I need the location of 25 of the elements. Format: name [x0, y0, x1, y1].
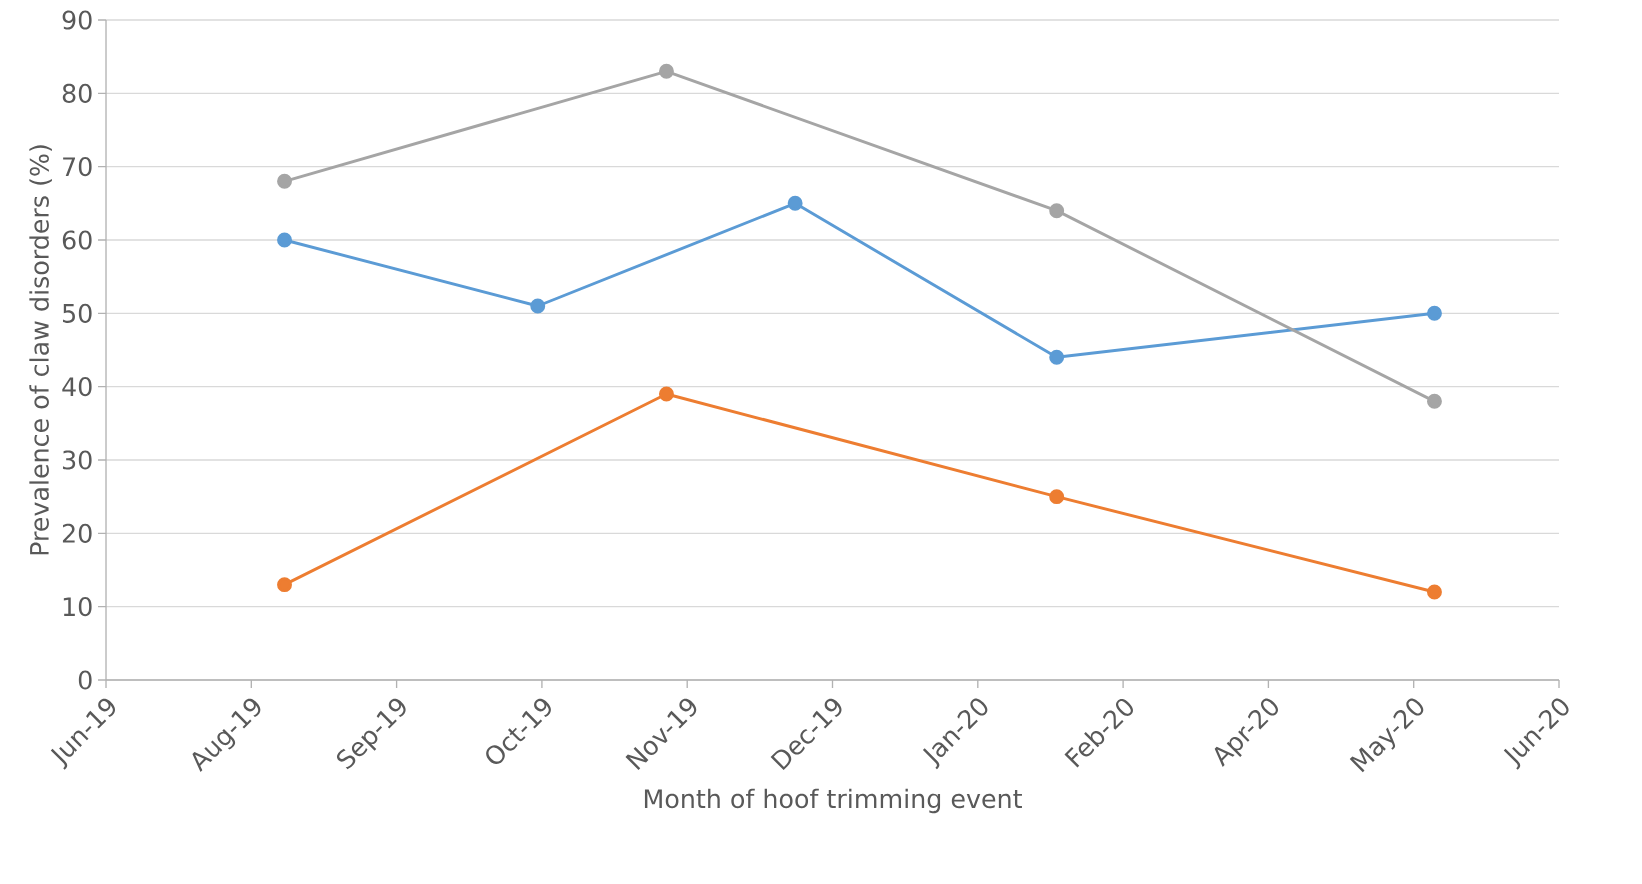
- y-tick-label: 90: [62, 10, 92, 30]
- y-tick-label: 50: [63, 303, 92, 323]
- y-tick-label: 70: [63, 157, 92, 177]
- point: [277, 232, 292, 248]
- point: [277, 577, 292, 593]
- y-axis-title: Prevalence of claw disorders (%): [29, 145, 52, 555]
- y-tick-label: 20: [62, 523, 92, 543]
- y-tick-label: 60: [62, 230, 92, 250]
- point: [1049, 203, 1065, 219]
- point: [530, 298, 546, 314]
- point: [1049, 489, 1065, 505]
- point: [658, 63, 674, 79]
- y-tick-label: 0: [78, 670, 92, 690]
- point: [1426, 305, 1442, 321]
- y-tick-label: 30: [62, 450, 92, 470]
- y-tick-label: 80: [62, 83, 92, 103]
- point: [277, 173, 292, 189]
- point: [1049, 349, 1065, 365]
- point: [658, 386, 674, 402]
- y-tick-label: 40: [62, 377, 92, 397]
- y-tick-label: 10: [63, 597, 92, 617]
- x-axis-title: Month of hoof trimming event: [644, 788, 1022, 814]
- point: [1426, 393, 1442, 409]
- point: [1426, 584, 1442, 600]
- point: [787, 195, 803, 211]
